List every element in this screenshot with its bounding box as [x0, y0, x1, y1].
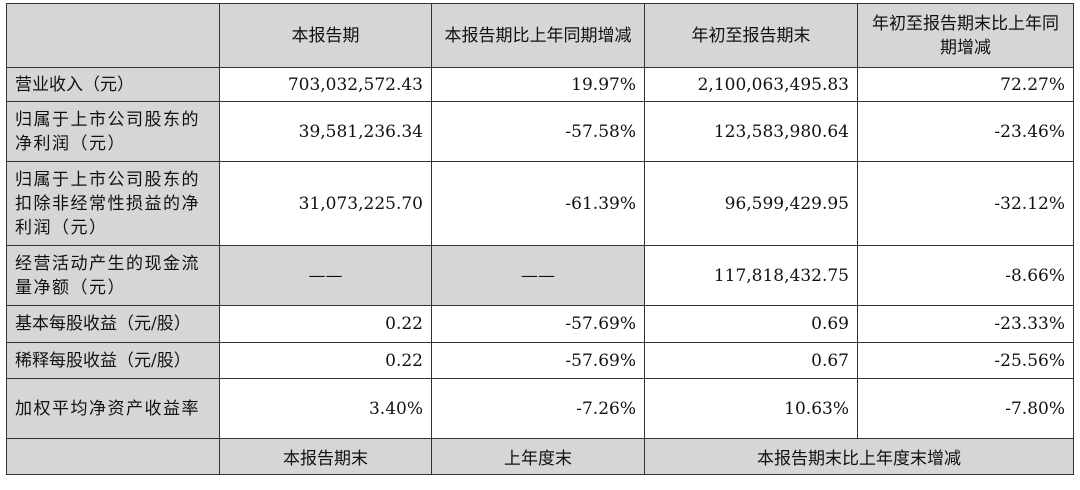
cell-current-period: 0.22 — [219, 342, 432, 379]
row-label: 基本每股收益（元/股） — [6, 305, 220, 343]
header-corner-cell — [6, 3, 220, 68]
cell-ytd-yoy: -23.46% — [857, 101, 1074, 162]
cell-ytd-yoy: -8.66% — [857, 245, 1074, 306]
header-ytd-yoy: 年初至报告期末比上年同期增减 — [857, 3, 1074, 68]
row-label: 加权平均净资产收益率 — [6, 378, 220, 439]
cell-current-period: 31,073,225.70 — [219, 161, 432, 246]
header-ytd: 年初至报告期末 — [644, 3, 858, 68]
table-row: 基本每股收益（元/股） 0.22 -57.69% 0.69 -23.33% — [6, 305, 1074, 343]
table-row: 加权平均净资产收益率 3.40% -7.26% 10.63% -7.80% — [6, 378, 1074, 439]
header-current-period: 本报告期 — [219, 3, 432, 68]
cell-ytd: 10.63% — [644, 378, 858, 439]
financial-summary-table: 本报告期 本报告期比上年同期增减 年初至报告期末 年初至报告期末比上年同期增减 … — [6, 3, 1074, 475]
cell-ytd-yoy: 72.27% — [857, 67, 1074, 102]
cell-current-period-yoy: -57.69% — [431, 305, 645, 343]
cell-current-period-yoy: -57.58% — [431, 101, 645, 162]
footer-change-vs-prior-year-end: 本报告期末比上年度末增减 — [644, 438, 1074, 475]
cell-ytd: 0.69 — [644, 305, 858, 343]
row-label: 归属于上市公司股东的净利润（元） — [6, 101, 220, 162]
header-current-period-yoy: 本报告期比上年同期增减 — [431, 3, 645, 68]
cell-current-period-yoy: -61.39% — [431, 161, 645, 246]
cell-ytd: 117,818,432.75 — [644, 245, 858, 306]
cell-ytd-yoy: -23.33% — [857, 305, 1074, 343]
cell-current-period: —— — [219, 245, 432, 306]
table-row: 归属于上市公司股东的净利润（元） 39,581,236.34 -57.58% 1… — [6, 101, 1074, 162]
cell-current-period-yoy: —— — [431, 245, 645, 306]
cell-current-period: 703,032,572.43 — [219, 67, 432, 102]
cell-current-period: 0.22 — [219, 305, 432, 343]
footer-prior-year-end: 上年度末 — [431, 438, 645, 475]
footer-corner-cell — [6, 438, 220, 475]
cell-ytd: 123,583,980.64 — [644, 101, 858, 162]
cell-ytd-yoy: -32.12% — [857, 161, 1074, 246]
table-footer-row: 本报告期末 上年度末 本报告期末比上年度末增减 — [6, 438, 1074, 475]
table-row: 营业收入（元） 703,032,572.43 19.97% 2,100,063,… — [6, 67, 1074, 102]
table-row: 归属于上市公司股东的扣除非经常性损益的净利润（元） 31,073,225.70 … — [6, 161, 1074, 246]
cell-current-period-yoy: 19.97% — [431, 67, 645, 102]
table-row: 经营活动产生的现金流量净额（元） —— —— 117,818,432.75 -8… — [6, 245, 1074, 306]
table-header-row: 本报告期 本报告期比上年同期增减 年初至报告期末 年初至报告期末比上年同期增减 — [6, 3, 1074, 68]
cell-current-period-yoy: -57.69% — [431, 342, 645, 379]
cell-ytd: 2,100,063,495.83 — [644, 67, 858, 102]
row-label: 归属于上市公司股东的扣除非经常性损益的净利润（元） — [6, 161, 220, 246]
row-label: 经营活动产生的现金流量净额（元） — [6, 245, 220, 306]
row-label: 营业收入（元） — [6, 67, 220, 102]
cell-current-period: 39,581,236.34 — [219, 101, 432, 162]
footer-period-end: 本报告期末 — [219, 438, 432, 475]
cell-current-period: 3.40% — [219, 378, 432, 439]
cell-ytd: 96,599,429.95 — [644, 161, 858, 246]
cell-ytd-yoy: -7.80% — [857, 378, 1074, 439]
cell-current-period-yoy: -7.26% — [431, 378, 645, 439]
cell-ytd: 0.67 — [644, 342, 858, 379]
row-label: 稀释每股收益（元/股） — [6, 342, 220, 379]
table-row: 稀释每股收益（元/股） 0.22 -57.69% 0.67 -25.56% — [6, 342, 1074, 379]
cell-ytd-yoy: -25.56% — [857, 342, 1074, 379]
